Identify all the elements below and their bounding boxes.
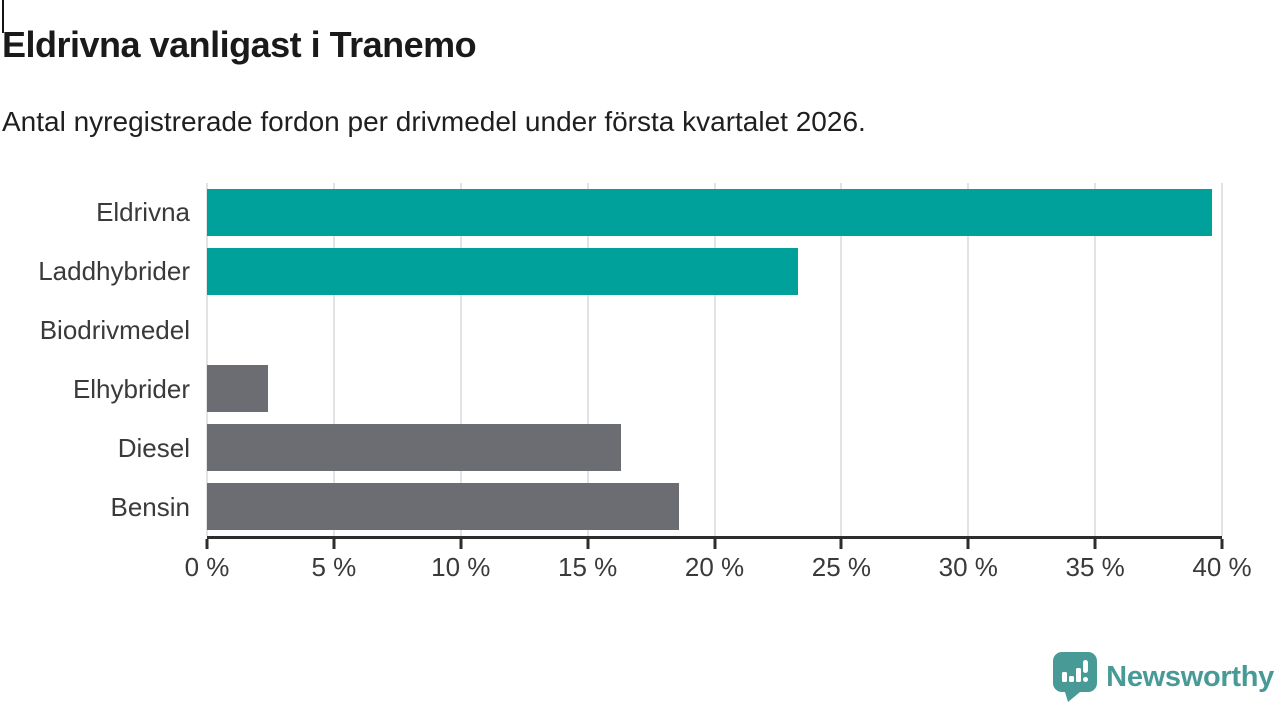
category-label-laddhybrider: Laddhybrider bbox=[38, 256, 190, 287]
bar-diesel bbox=[207, 424, 621, 472]
axis-tick bbox=[332, 539, 336, 549]
axis-tick-label: 20 % bbox=[684, 552, 745, 582]
gridline bbox=[1221, 183, 1223, 536]
bar-eldrivna bbox=[207, 188, 1212, 236]
newsworthy-wordmark: Newsworthy bbox=[1106, 660, 1274, 693]
bar-chart-plot: Eldrivna Laddhybrider Biodrivmedel Elhybrid… bbox=[38, 183, 1223, 536]
category-label-eldrivna: Eldrivna bbox=[96, 197, 190, 228]
chart-rows: Eldrivna Laddhybrider Biodrivmedel Elhybrid… bbox=[38, 183, 1222, 536]
bar-laddhybrider bbox=[207, 247, 799, 295]
axis-tick-label: 10 % bbox=[431, 552, 491, 582]
axis-tick bbox=[1220, 539, 1224, 549]
axis-tick-label: 40 % bbox=[1192, 552, 1252, 582]
chart-row: Bensin bbox=[111, 477, 1222, 536]
newsworthy-logo: Newsworthy bbox=[1053, 652, 1274, 702]
axis-tick-label: 5 % bbox=[311, 552, 357, 582]
chart-subtitle: Antal nyregistrerade fordon per drivmede… bbox=[2, 106, 866, 137]
chart-row: Diesel bbox=[118, 418, 1222, 477]
gridline bbox=[1094, 183, 1097, 536]
axis-tick-label: 15 % bbox=[557, 552, 618, 582]
gridline bbox=[713, 183, 716, 536]
chart-row: Eldrivna bbox=[96, 183, 1222, 242]
chart-row: Laddhybrider bbox=[38, 242, 1222, 301]
category-label-biodrivmedel: Biodrivmedel bbox=[39, 315, 190, 346]
category-label-bensin: Bensin bbox=[110, 491, 191, 522]
chart-row: Biodrivmedel bbox=[40, 301, 1222, 360]
axis-tick-label: 35 % bbox=[1065, 552, 1125, 582]
axis-tick-label: 25 % bbox=[811, 552, 872, 582]
chart-title: Eldrivna vanligast i Tranemo bbox=[2, 24, 477, 65]
axis-tick bbox=[1093, 539, 1097, 549]
newsworthy-bubble-chart-icon bbox=[1053, 652, 1098, 702]
bar-bensin bbox=[207, 483, 679, 531]
gridline bbox=[332, 183, 335, 536]
axis-tick-label: 30 % bbox=[938, 552, 998, 582]
axis-tick bbox=[713, 539, 716, 549]
axis-tick bbox=[205, 539, 209, 549]
gridline bbox=[459, 183, 462, 536]
gridline bbox=[967, 183, 970, 536]
axis-tick bbox=[966, 539, 970, 549]
axis-tick bbox=[459, 539, 463, 549]
chart-row: Elhybrider bbox=[73, 359, 1222, 418]
category-label-diesel: Diesel bbox=[117, 432, 190, 463]
axis-tick bbox=[839, 539, 843, 549]
axis-tick-label: 0 % bbox=[184, 552, 230, 582]
gridline bbox=[840, 183, 843, 536]
category-label-elhybrider: Elhybrider bbox=[72, 373, 190, 404]
axis-tick bbox=[586, 539, 590, 549]
text-cursor-artifact bbox=[2, 0, 4, 33]
gridline bbox=[586, 183, 589, 536]
bar-elhybrider bbox=[207, 365, 268, 413]
x-axis: 0 % 5 % 10 % 15 % 20 % 25 % 30 % 35 % 40 % bbox=[185, 536, 1252, 580]
gridline bbox=[206, 183, 208, 536]
